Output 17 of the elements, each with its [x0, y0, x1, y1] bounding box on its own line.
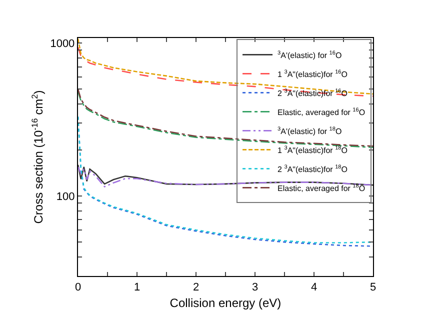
x-tick-label: 1: [134, 281, 140, 294]
legend-label: Elastic, averaged for $^{18}$O: [278, 183, 366, 193]
legend-label: 1 $^{3}$A"(elastic)for $^{18}$O: [278, 145, 348, 155]
legend-label: 2 $^{3}$A"(elastic)for $^{18}$O: [278, 164, 348, 174]
x-tick-label: 4: [310, 281, 318, 294]
y-tick-label: 1000: [50, 38, 75, 50]
x-tick-label: 2: [192, 281, 200, 294]
x-axis-title: Collision energy (eV): [170, 296, 282, 310]
legend-label: $^{3}$A'(elastic) for $^{18}$O: [278, 126, 342, 136]
legend-label: Elastic, averaged for $^{16}$O: [278, 107, 366, 117]
legend-label: 1 $^{3}$A"(elastic)for $^{16}$O: [278, 69, 348, 79]
x-tick-label: 0: [74, 281, 82, 294]
x-tick-label: 3: [252, 281, 258, 294]
legend-label: $^{3}$A'(elastic) for $^{16}$O: [278, 50, 342, 60]
x-tick-label: 5: [370, 281, 376, 294]
y-tick-label: 100: [56, 190, 75, 203]
line-series: [78, 46, 373, 97]
